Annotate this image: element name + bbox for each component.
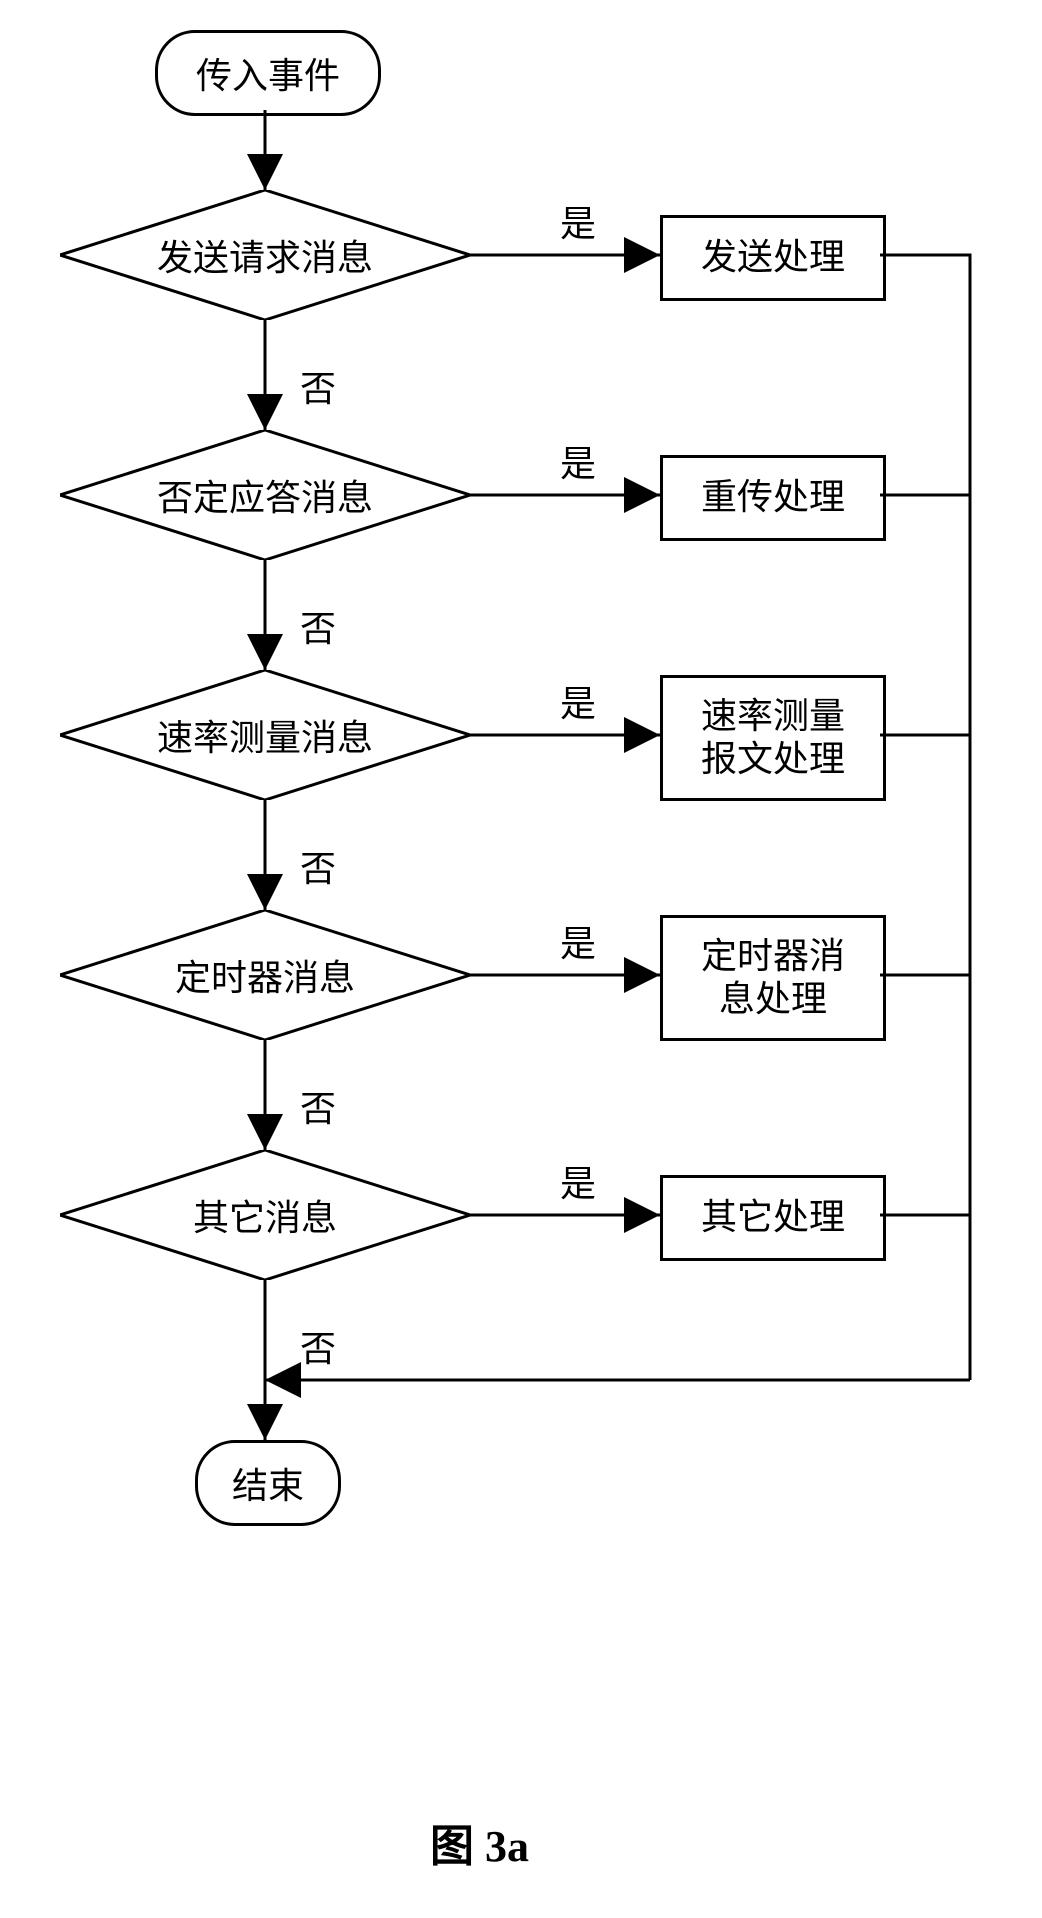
node-p1: 发送处理	[660, 215, 886, 301]
edge-d4-yes: 是	[560, 915, 596, 967]
edge-d1-yes: 是	[560, 195, 596, 247]
node-d2: 否定应答消息	[60, 430, 470, 560]
edge-d1-no: 否	[300, 360, 336, 412]
node-start: 传入事件	[155, 30, 381, 116]
edge-d5-no: 否	[300, 1320, 336, 1372]
node-d3: 速率测量消息	[60, 670, 470, 800]
node-d2-label: 否定应答消息	[60, 469, 470, 521]
node-p5: 其它处理	[660, 1175, 886, 1261]
edge-d4-no: 否	[300, 1080, 336, 1132]
node-p1-label: 发送处理	[701, 236, 845, 279]
node-d4: 定时器消息	[60, 910, 470, 1040]
node-p3-label: 速率测量 报文处理	[701, 695, 845, 781]
node-p2-label: 重传处理	[701, 476, 845, 519]
node-end-label: 结束	[232, 1457, 304, 1509]
node-p4: 定时器消 息处理	[660, 915, 886, 1041]
node-d1: 发送请求消息	[60, 190, 470, 320]
node-d3-label: 速率测量消息	[60, 709, 470, 761]
edge-d5-yes: 是	[560, 1155, 596, 1207]
node-p2: 重传处理	[660, 455, 886, 541]
node-end: 结束	[195, 1440, 341, 1526]
node-start-label: 传入事件	[196, 47, 340, 99]
node-d5-label: 其它消息	[60, 1189, 470, 1241]
figure-caption: 图 3a	[430, 1810, 529, 1874]
node-p4-label: 定时器消 息处理	[701, 935, 845, 1021]
node-p3: 速率测量 报文处理	[660, 675, 886, 801]
flowchart-canvas: 传入事件 发送请求消息 发送处理 否定应答消息 重传处理 速率测量消息 速率测量…	[0, 0, 1042, 1918]
edge-d3-yes: 是	[560, 675, 596, 727]
node-d4-label: 定时器消息	[60, 949, 470, 1001]
edge-d2-no: 否	[300, 600, 336, 652]
edge-d3-no: 否	[300, 840, 336, 892]
node-d5: 其它消息	[60, 1150, 470, 1280]
edge-d2-yes: 是	[560, 435, 596, 487]
node-d1-label: 发送请求消息	[60, 229, 470, 281]
node-p5-label: 其它处理	[701, 1196, 845, 1239]
